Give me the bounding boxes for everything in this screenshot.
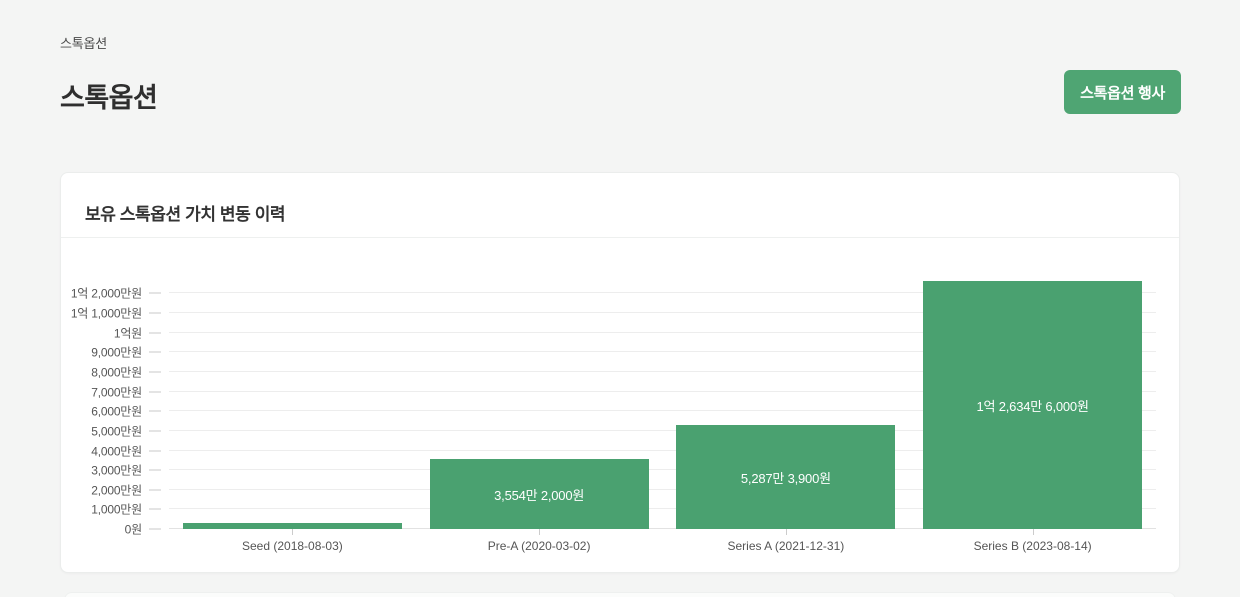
y-axis-tick-mark	[149, 391, 161, 393]
y-axis-tick: 3,000만원	[91, 462, 161, 479]
y-axis-tick: 1억원	[114, 324, 161, 341]
y-axis-tick-mark	[149, 430, 161, 432]
y-axis-tick-mark	[149, 410, 161, 412]
y-axis-tick: 1억 1,000만원	[71, 305, 161, 322]
y-axis-tick-mark	[149, 292, 161, 294]
y-axis-tick: 8,000만원	[91, 363, 161, 380]
stock-option-history-card: 보유 스톡옵션 가치 변동 이력 0원 1,000만원 2,000만원 3,000만원…	[60, 172, 1180, 573]
y-gridline	[169, 370, 1156, 372]
bar-seed[interactable]	[182, 523, 402, 529]
x-axis-label: Seed (2018-08-03)	[242, 539, 343, 553]
y-gridline	[169, 390, 1156, 392]
y-axis-tick: 1,000만원	[91, 501, 161, 518]
y-axis-tick-label: 1억 1,000만원	[70, 306, 142, 321]
bar-value-label: 5,287만 3,900원	[740, 470, 831, 486]
x-axis-label: Series A (2021-12-31)	[727, 539, 845, 553]
breadcrumb[interactable]: 스톡옵션	[60, 36, 108, 51]
card-title: 보유 스톡옵션 가치 변동 이력	[85, 205, 286, 224]
x-axis-tick-mark	[1032, 529, 1034, 535]
y-axis-tick-mark	[149, 489, 161, 491]
y-axis-tick-label: 9,000만원	[91, 345, 142, 360]
exercise-stock-option-button[interactable]: 스톡옵션 행사	[1064, 70, 1181, 114]
y-axis-tick-label: 2,000만원	[91, 483, 142, 498]
x-axis-label: Pre-A (2020-03-02)	[487, 539, 591, 553]
y-axis-tick: 2,000만원	[91, 481, 161, 498]
y-axis-tick-label: 7,000만원	[91, 385, 142, 400]
y-gridline	[169, 508, 1156, 510]
y-axis-tick: 7,000만원	[91, 383, 161, 400]
y-gridline	[169, 528, 1156, 529]
y-gridline	[169, 312, 1156, 314]
y-gridline	[169, 351, 1156, 353]
y-axis-tick-mark	[149, 371, 161, 373]
y-axis-tick: 4,000만원	[91, 442, 161, 459]
y-axis-tick-label: 4,000만원	[91, 444, 142, 458]
y-axis-tick: 0원	[125, 521, 161, 538]
y-gridline	[169, 488, 1156, 490]
y-axis-tick-mark	[149, 469, 161, 471]
y-axis-tick: 5,000만원	[91, 422, 161, 439]
x-axis-label: Series B (2023-08-14)	[973, 539, 1092, 553]
y-axis-tick-mark	[149, 528, 161, 530]
bar-value-label: 1억 2,634만 6,000원	[976, 398, 1089, 414]
page-title: 스톡옵션	[60, 83, 158, 113]
y-axis-tick-label: 1,000만원	[91, 502, 142, 517]
y-axis-tick-label: 5,000만원	[91, 424, 142, 439]
y-axis-tick-mark	[149, 332, 161, 334]
y-axis-tick-label: 1억원	[113, 326, 142, 341]
bar-value-label: 3,554만 2,000원	[494, 487, 585, 503]
y-gridline	[169, 469, 1156, 471]
y-axis-tick: 1억 2,000만원	[71, 285, 161, 302]
y-axis-tick: 9,000만원	[91, 344, 161, 361]
bar-chart-plot-area: 0원 1,000만원 2,000만원 3,000만원 4,000만원 5,000만원 6,0…	[71, 281, 1156, 553]
y-gridline	[169, 331, 1156, 333]
y-gridline	[169, 429, 1156, 431]
y-gridline	[169, 292, 1156, 294]
x-axis-tick-mark	[539, 529, 541, 535]
y-axis-tick: 6,000만원	[91, 403, 161, 420]
y-axis-tick-label: 0원	[124, 522, 143, 537]
y-axis-tick-label: 6,000만원	[91, 404, 142, 419]
x-axis-tick-mark	[292, 529, 294, 535]
y-axis-tick-label: 1억 2,000만원	[70, 286, 142, 301]
bar-series[interactable]: 1억 2,634만 6,000원	[923, 281, 1143, 529]
bar-series[interactable]: 5,287만 3,900원	[676, 425, 896, 529]
y-gridline	[169, 449, 1156, 451]
y-axis-tick-mark	[149, 450, 161, 451]
y-axis-tick-label: 3,000만원	[91, 463, 142, 478]
y-axis-tick-label: 8,000만원	[91, 365, 142, 380]
next-card-top-edge	[64, 592, 1176, 597]
y-axis-tick-mark	[149, 351, 161, 353]
y-axis-tick-mark	[149, 508, 161, 510]
y-gridline	[169, 410, 1156, 412]
card-divider	[61, 237, 1179, 238]
bar-pre-a[interactable]: 3,554만 2,000원	[429, 459, 649, 529]
x-axis-tick-mark	[785, 529, 787, 535]
y-axis-tick-mark	[149, 312, 161, 314]
